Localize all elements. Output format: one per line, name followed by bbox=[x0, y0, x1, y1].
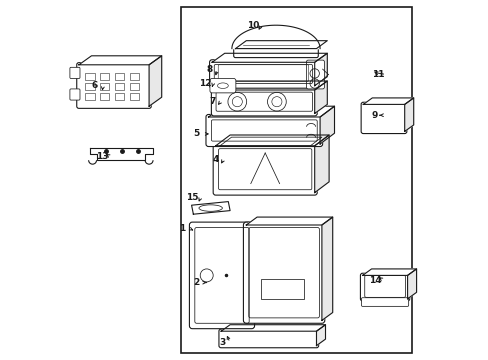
Bar bbox=[85, 93, 95, 100]
Polygon shape bbox=[314, 53, 326, 86]
Polygon shape bbox=[208, 106, 334, 117]
Text: 11: 11 bbox=[371, 70, 384, 79]
Polygon shape bbox=[213, 81, 326, 90]
FancyBboxPatch shape bbox=[219, 329, 318, 348]
FancyBboxPatch shape bbox=[361, 298, 408, 306]
Text: 10: 10 bbox=[247, 21, 259, 30]
Polygon shape bbox=[407, 269, 416, 299]
Polygon shape bbox=[149, 56, 162, 106]
Text: 7: 7 bbox=[209, 97, 216, 106]
Bar bbox=[129, 83, 139, 90]
Polygon shape bbox=[404, 98, 413, 131]
Bar bbox=[181, 7, 411, 353]
FancyBboxPatch shape bbox=[205, 114, 322, 147]
Bar bbox=[85, 83, 95, 90]
FancyBboxPatch shape bbox=[70, 67, 80, 78]
Polygon shape bbox=[316, 325, 325, 346]
Bar bbox=[85, 73, 95, 80]
Text: 9: 9 bbox=[371, 111, 377, 120]
Text: 6: 6 bbox=[92, 81, 98, 90]
FancyBboxPatch shape bbox=[361, 102, 406, 134]
FancyBboxPatch shape bbox=[209, 60, 317, 88]
Text: 4: 4 bbox=[212, 154, 219, 163]
Text: 3: 3 bbox=[219, 338, 225, 347]
FancyBboxPatch shape bbox=[306, 60, 324, 89]
Polygon shape bbox=[231, 25, 320, 49]
Text: 12: 12 bbox=[199, 79, 211, 88]
Polygon shape bbox=[320, 106, 334, 144]
Bar bbox=[100, 93, 109, 100]
Polygon shape bbox=[314, 81, 326, 113]
FancyBboxPatch shape bbox=[360, 273, 409, 301]
Text: 1: 1 bbox=[179, 224, 184, 233]
Bar bbox=[260, 279, 303, 299]
Bar bbox=[100, 73, 109, 80]
Polygon shape bbox=[221, 325, 325, 331]
Polygon shape bbox=[191, 202, 230, 214]
FancyBboxPatch shape bbox=[70, 89, 80, 100]
Bar bbox=[115, 93, 124, 100]
Polygon shape bbox=[321, 217, 332, 320]
FancyBboxPatch shape bbox=[209, 78, 235, 93]
FancyBboxPatch shape bbox=[213, 143, 317, 195]
Bar bbox=[115, 73, 124, 80]
Text: 13: 13 bbox=[96, 152, 108, 161]
FancyBboxPatch shape bbox=[189, 222, 254, 329]
Polygon shape bbox=[89, 148, 152, 160]
Polygon shape bbox=[212, 53, 326, 62]
Polygon shape bbox=[362, 269, 416, 275]
Text: 15: 15 bbox=[186, 193, 199, 202]
FancyBboxPatch shape bbox=[77, 63, 151, 108]
Polygon shape bbox=[215, 135, 328, 146]
Polygon shape bbox=[314, 135, 328, 193]
FancyBboxPatch shape bbox=[243, 222, 324, 323]
FancyBboxPatch shape bbox=[233, 47, 318, 58]
Bar bbox=[115, 83, 124, 90]
Text: 14: 14 bbox=[368, 276, 381, 284]
Bar bbox=[129, 93, 139, 100]
Text: 5: 5 bbox=[192, 129, 199, 138]
Polygon shape bbox=[79, 56, 162, 65]
Polygon shape bbox=[363, 98, 413, 104]
Text: 8: 8 bbox=[205, 65, 212, 74]
Text: 2: 2 bbox=[192, 278, 199, 287]
Bar bbox=[129, 73, 139, 80]
Polygon shape bbox=[235, 41, 326, 49]
FancyBboxPatch shape bbox=[211, 87, 317, 116]
Polygon shape bbox=[246, 217, 332, 225]
Bar bbox=[100, 83, 109, 90]
